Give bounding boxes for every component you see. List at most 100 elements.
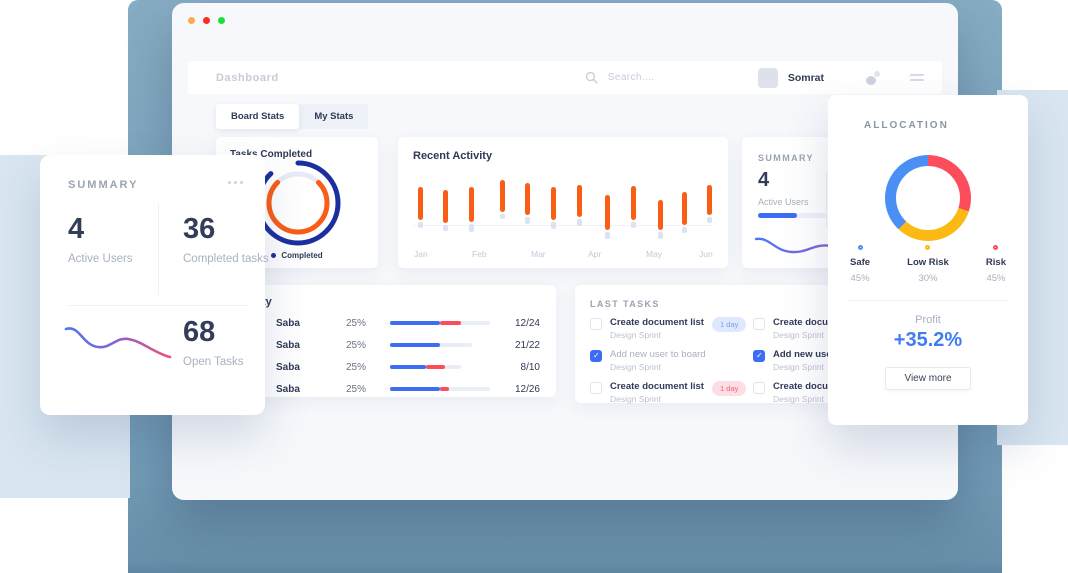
task-subtitle: Design Sprint bbox=[610, 394, 662, 404]
task-checkbox[interactable] bbox=[753, 318, 765, 330]
user-name: Somrat bbox=[787, 71, 824, 84]
gridline bbox=[413, 225, 713, 226]
window-minimize-dot[interactable] bbox=[188, 17, 195, 24]
month-label: Feb bbox=[472, 249, 487, 259]
stat-value: 4 bbox=[758, 169, 770, 191]
stat-label: Completed tasks bbox=[183, 253, 269, 265]
legend-label: Low Risk bbox=[907, 257, 949, 268]
row-date: 12/24 bbox=[514, 317, 540, 329]
legend-label: Safe bbox=[850, 257, 871, 268]
task-title: Create document list bbox=[610, 317, 704, 328]
task-item: Create document list Design Sprint 1 day bbox=[590, 381, 747, 404]
task-item: Add new user to board Design Sprint bbox=[590, 349, 740, 372]
row-percent: 25% bbox=[346, 383, 367, 395]
task-item: Create document list Design Sprint bbox=[753, 381, 918, 404]
window-close-dot[interactable] bbox=[203, 17, 210, 24]
recent-activity-chart bbox=[398, 137, 728, 268]
user-menu[interactable]: Somrat bbox=[757, 67, 824, 88]
task-item: Add new user to board Design Sprint bbox=[753, 349, 918, 372]
task-text: Create document list Design Sprint bbox=[773, 317, 867, 340]
menu-icon[interactable] bbox=[910, 74, 924, 81]
window-controls bbox=[188, 17, 225, 24]
month-label: May bbox=[646, 249, 663, 259]
month-label: Jan bbox=[414, 249, 428, 259]
search-input[interactable]: Search.... bbox=[607, 72, 655, 83]
legend-item: Low Risk 30% bbox=[907, 245, 949, 284]
stat-label: Active Users bbox=[758, 197, 809, 207]
divider bbox=[68, 305, 247, 306]
task-duration-badge: 1 day bbox=[711, 317, 747, 332]
row-name: Saba bbox=[276, 339, 300, 351]
task-text: Add new user to board Design Sprint bbox=[773, 349, 876, 372]
activity-bar bbox=[525, 183, 530, 224]
page-title: Dashboard bbox=[216, 71, 279, 84]
app-header: Dashboard Search.... Somrat bbox=[188, 61, 942, 94]
legend-item: Safe 45% bbox=[850, 245, 870, 284]
task-checkbox[interactable] bbox=[590, 382, 602, 394]
donut-hole bbox=[896, 166, 960, 230]
card-title: SUMMARY bbox=[68, 179, 139, 191]
profit-label: Profit bbox=[915, 314, 941, 326]
activity-bar bbox=[605, 195, 610, 239]
task-text: Create document list Design Sprint bbox=[773, 381, 867, 404]
profit-value: +35.2% bbox=[893, 329, 963, 351]
task-text: Create document list Design Sprint bbox=[610, 381, 704, 404]
legend-marker-icon bbox=[925, 245, 931, 250]
activity-bar bbox=[551, 187, 556, 229]
task-title: Create document list bbox=[610, 381, 704, 392]
task-subtitle: Design Sprint bbox=[610, 362, 662, 372]
card-title: LAST TASKS bbox=[590, 299, 660, 309]
row-date: 21/22 bbox=[514, 339, 540, 351]
legend-label: Risk bbox=[985, 257, 1006, 268]
task-checkbox[interactable] bbox=[753, 350, 765, 362]
table-row: Saba 25% 12/26 bbox=[216, 378, 556, 400]
task-subtitle: Design Sprint bbox=[773, 394, 825, 404]
chart-legend: Completed bbox=[216, 251, 378, 260]
stat-active-users: 4 Active Users bbox=[68, 215, 160, 266]
task-subtitle: Design Sprint bbox=[773, 330, 825, 340]
recent-activity-months: Jan Feb Mar Apr May Jun bbox=[398, 137, 728, 268]
activity-bar bbox=[500, 180, 505, 219]
activity-bar bbox=[682, 192, 687, 233]
table-row: Saba 25% 21/22 bbox=[216, 334, 556, 356]
more-options-icon[interactable] bbox=[228, 181, 243, 184]
task-checkbox[interactable] bbox=[590, 318, 602, 330]
row-date: 12/26 bbox=[514, 383, 540, 395]
task-checkbox[interactable] bbox=[590, 350, 602, 362]
month-label: Apr bbox=[588, 249, 602, 259]
notification-icon[interactable] bbox=[866, 70, 880, 85]
month-label: Jun bbox=[699, 249, 713, 259]
task-text: Create document list Design Sprint bbox=[610, 317, 704, 340]
view-more-button[interactable]: View more bbox=[885, 367, 971, 390]
divider bbox=[826, 171, 827, 227]
task-subtitle: Design Sprint bbox=[773, 362, 825, 372]
divider bbox=[158, 203, 159, 295]
activity-bar bbox=[443, 190, 448, 231]
search-box[interactable]: Search.... bbox=[585, 71, 698, 84]
task-title: Create document list bbox=[773, 317, 867, 328]
activity-table-rows: Saba 25% 12/24 Saba 25% 21/22 Saba 25% 8/10 Saba 2… bbox=[216, 312, 556, 400]
activity-bar bbox=[631, 186, 636, 228]
stat-label: Active Users bbox=[68, 253, 133, 265]
legend-value: 45% bbox=[850, 273, 870, 284]
task-column-left: Create document list Design Sprint 1 day Ad… bbox=[590, 317, 747, 404]
tab-board-stats[interactable]: Board Stats bbox=[216, 104, 300, 129]
row-name: Saba bbox=[276, 383, 300, 395]
legend-value: 30% bbox=[918, 273, 938, 284]
avatar bbox=[757, 67, 778, 88]
divider bbox=[848, 300, 1008, 301]
task-checkbox[interactable] bbox=[753, 382, 765, 394]
card-title: SUMMARY bbox=[758, 153, 814, 163]
card-title: ALLOCATION bbox=[864, 120, 949, 131]
legend-dot bbox=[271, 253, 277, 258]
table-row: Saba 25% 8/10 bbox=[216, 356, 556, 378]
tab-my-stats[interactable]: My Stats bbox=[314, 111, 354, 122]
legend-item: Risk 45% bbox=[986, 245, 1006, 284]
stat-completed-tasks: 36 Completed tasks bbox=[183, 215, 275, 266]
activity-bar bbox=[577, 185, 582, 226]
task-duration-badge: 1 day bbox=[711, 381, 747, 396]
window-zoom-dot[interactable] bbox=[218, 17, 225, 24]
row-progress-bar bbox=[390, 321, 490, 325]
